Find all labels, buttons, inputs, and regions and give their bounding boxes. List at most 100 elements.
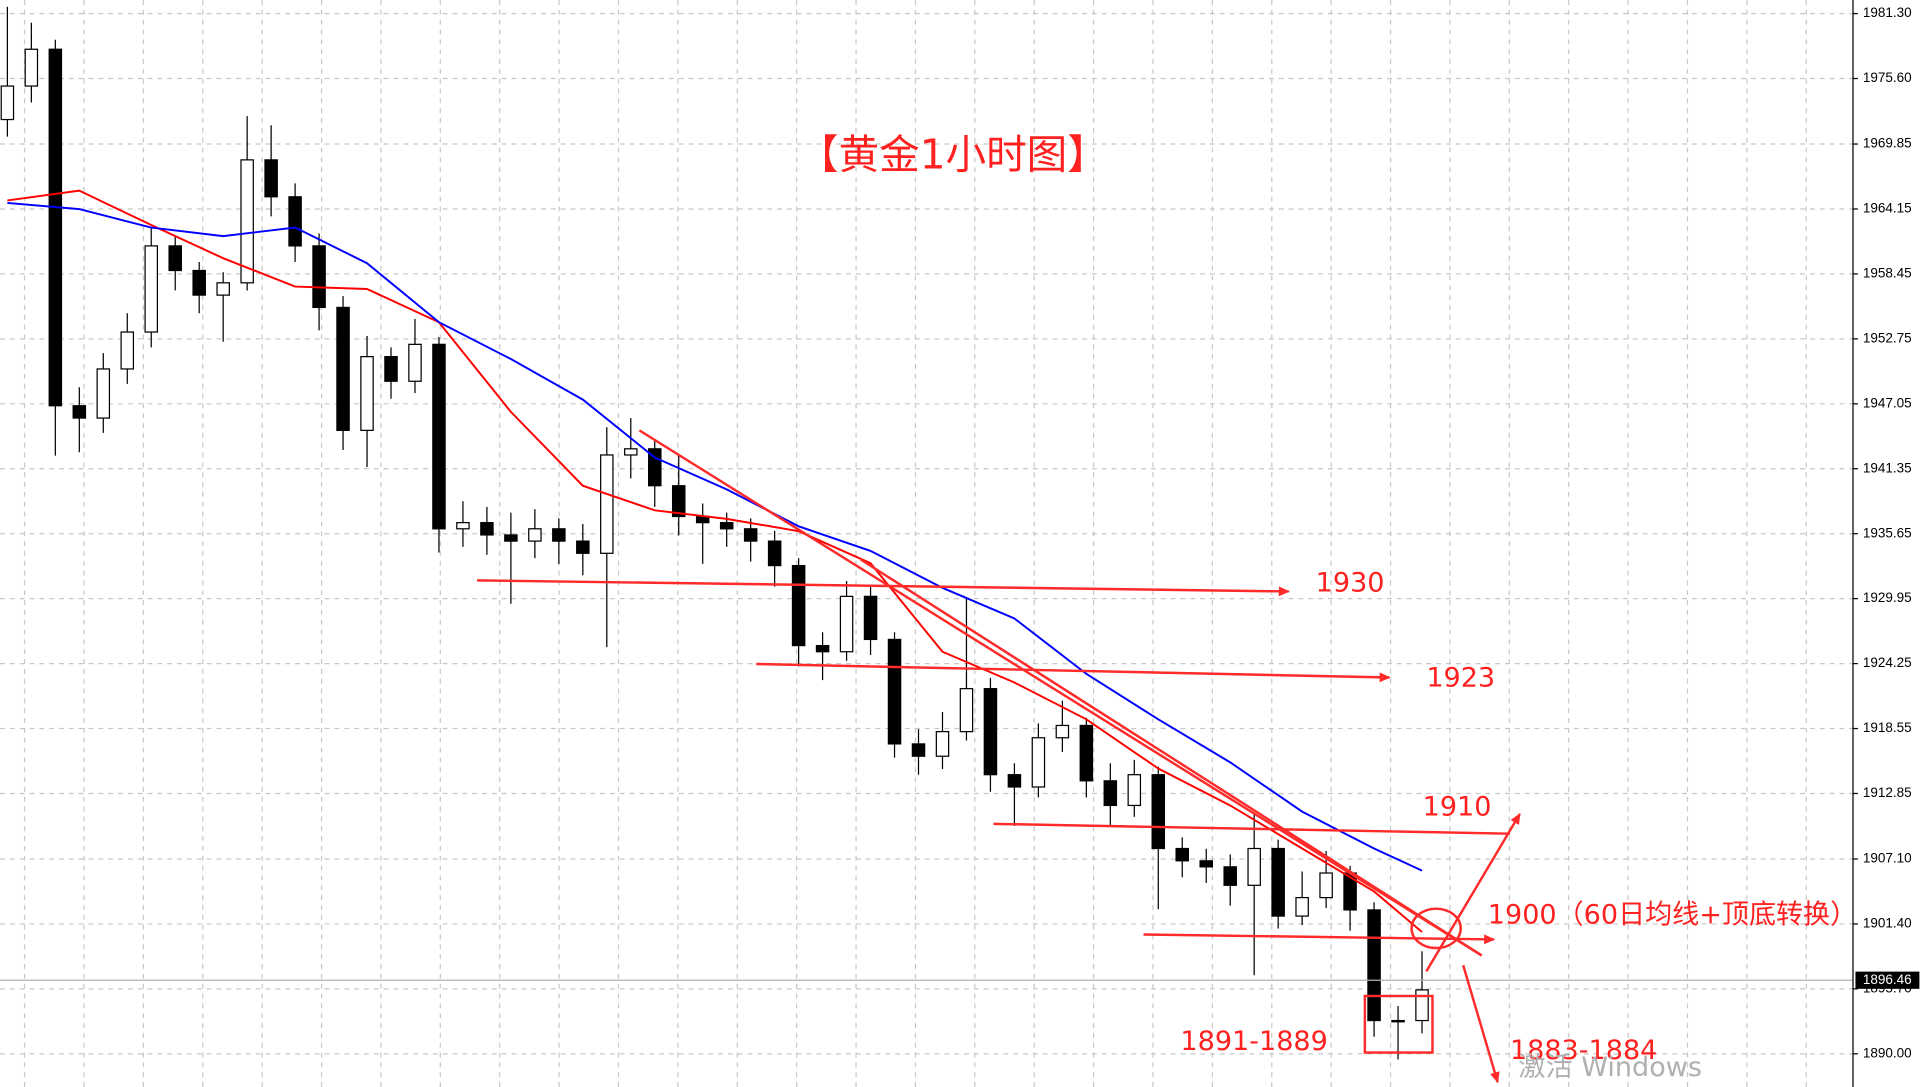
y-tick-label: 1918.55 (1863, 720, 1912, 735)
y-tick-label: 1964.15 (1863, 201, 1912, 216)
y-tick-label: 1975.60 (1863, 70, 1912, 85)
candle-body (791, 564, 806, 647)
y-tick-label: 1969.85 (1863, 136, 1912, 151)
candle-body (600, 454, 614, 554)
candle-body (1199, 860, 1213, 868)
y-tick-label: 1890.00 (1863, 1045, 1912, 1060)
highlight-box (1363, 994, 1434, 1054)
candle-body (48, 48, 63, 407)
candle-body (719, 522, 734, 530)
candle-body (815, 644, 830, 653)
candle-body (887, 638, 902, 745)
candle-body (1271, 847, 1285, 917)
candle-body (671, 485, 686, 518)
last-price-label: 1896.46 (1863, 972, 1912, 987)
y-tick-label: 1941.35 (1863, 460, 1912, 475)
y-tick-label: 1952.75 (1863, 330, 1912, 345)
candle-body (1007, 774, 1022, 788)
trend-line (638, 429, 1483, 957)
candle-body (1319, 872, 1333, 899)
candle-body (1391, 1019, 1405, 1023)
arrow (1462, 964, 1500, 1084)
candle-body (432, 343, 446, 530)
candle-body (1343, 872, 1357, 911)
candle-body (24, 48, 39, 87)
annotation: 1930 (1316, 568, 1385, 599)
annotation: 1891-1889 (1180, 1026, 1327, 1057)
candle-body (96, 368, 111, 419)
y-tick-label: 1912.85 (1863, 785, 1912, 800)
candle-body (504, 534, 518, 542)
candle-body (0, 85, 15, 121)
y-tick-label: 1935.65 (1863, 525, 1912, 540)
candle-body (336, 306, 350, 431)
plot (0, 6, 1853, 1060)
candle-body (1175, 847, 1190, 862)
axis-background (1852, 0, 1928, 1087)
candle-body (456, 522, 470, 530)
level-line (1143, 933, 1496, 945)
arrow (1425, 812, 1521, 973)
candle-body (120, 331, 135, 370)
candle-body (360, 356, 374, 431)
candle-body (1127, 774, 1142, 807)
candle-body (168, 245, 182, 272)
moving-average (7, 201, 1423, 872)
candle-body (839, 595, 854, 653)
level-line (993, 822, 1510, 835)
candle-body (911, 743, 926, 757)
candle-body (959, 688, 974, 733)
candle-body (480, 522, 494, 536)
candle-body (312, 245, 326, 309)
watermark: 激活 Windows (1519, 1052, 1702, 1083)
candle-body (1151, 774, 1166, 850)
y-tick-label: 1981.30 (1863, 5, 1912, 20)
price-axis: 1981.30 1975.60 1969.85 1964.15 1958.45 1952.… (1852, 0, 1928, 1087)
candle-body (192, 269, 206, 296)
candle-body (1295, 897, 1309, 917)
y-tick-label: 1924.25 (1863, 655, 1912, 670)
annotation: 1910 (1423, 791, 1492, 822)
annotation: 1883-1884 (1510, 1035, 1657, 1066)
candle-body (552, 528, 566, 542)
candle-body (1367, 909, 1381, 1022)
candle-body (1415, 989, 1429, 1022)
horizontal-grid (0, 12, 1853, 1055)
candle-body (1079, 724, 1094, 782)
candle-body (216, 282, 230, 296)
candle-body (767, 540, 782, 567)
y-tick-label: 1901.40 (1863, 916, 1912, 931)
y-tick-label: 1929.95 (1863, 590, 1912, 605)
candle-body (983, 688, 998, 776)
candle-body (264, 159, 278, 198)
level-line (756, 662, 1391, 683)
candle-body (72, 405, 87, 419)
candle-body (863, 595, 878, 641)
candle-body (528, 528, 542, 542)
candle-body (144, 245, 159, 333)
candle-body (288, 196, 302, 247)
y-tick-label: 1907.10 (1863, 851, 1912, 866)
highlight-circle (1410, 907, 1462, 950)
candle-body (1223, 866, 1237, 886)
candle-body (576, 540, 590, 554)
candle-body (408, 343, 422, 382)
drawings (477, 429, 1521, 1084)
candle-body (1031, 737, 1046, 788)
candle-body (743, 528, 758, 542)
chart-title: 【黄金1小时图】 (798, 130, 1108, 178)
moving-average (7, 189, 1423, 933)
candle-body (1247, 847, 1261, 886)
last-price-tag (1855, 971, 1920, 989)
candle-body (1103, 780, 1118, 807)
level-line (477, 579, 1290, 597)
candle-body (240, 159, 254, 284)
y-tick-label: 1958.45 (1863, 266, 1912, 281)
annotation: 1923 (1426, 662, 1495, 693)
candle-body (624, 448, 638, 456)
candle-body (935, 730, 950, 757)
candle-body (384, 356, 398, 382)
y-tick-label: 1947.05 (1863, 395, 1912, 410)
